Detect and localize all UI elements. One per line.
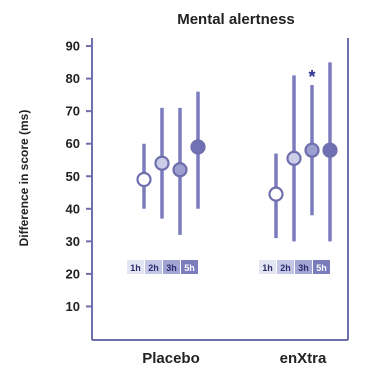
timepoint-box (181, 260, 198, 274)
y-tick-label: 60 (66, 136, 80, 151)
timepoint-label: 1h (130, 263, 141, 273)
timepoint-label: 3h (298, 263, 309, 273)
data-point (304, 142, 320, 158)
data-point (172, 162, 188, 178)
timepoint-box (313, 260, 330, 274)
y-tick-label: 30 (66, 234, 80, 249)
timepoint-box (259, 260, 276, 274)
timepoint-label: 5h (184, 263, 195, 273)
y-tick-label: 40 (66, 201, 80, 216)
timepoint-label: 2h (280, 263, 291, 273)
y-axis-label: Difference in score (ms) (17, 110, 31, 247)
significance-marker: * (308, 67, 315, 87)
y-tick-label: 50 (66, 169, 80, 184)
timepoint-box (127, 260, 144, 274)
timepoint-label: 1h (262, 263, 273, 273)
x-group-label: enXtra (280, 350, 327, 367)
timepoint-box (295, 260, 312, 274)
y-tick-label: 70 (66, 104, 80, 119)
timepoint-box (145, 260, 162, 274)
data-point (154, 155, 170, 171)
data-point (286, 150, 302, 166)
x-group-label: Placebo (142, 350, 200, 367)
y-tick-label: 10 (66, 299, 80, 314)
data-point (136, 171, 152, 188)
data-point (322, 142, 338, 158)
timepoint-label: 2h (148, 263, 159, 273)
data-point (190, 139, 206, 155)
chart-title: Mental alertness (177, 11, 295, 28)
data-point (268, 186, 284, 202)
timepoint-box (277, 260, 294, 274)
plot-area: 10 20 30 40 50 60 70 80 90 1h 2h 3h 5h Placebo 1h 2h 3h 5… (66, 38, 349, 367)
y-tick-label: 20 (66, 266, 80, 281)
y-tick-label: 90 (66, 39, 80, 54)
timepoint-label: 3h (166, 263, 177, 273)
timepoint-label: 5h (316, 263, 327, 273)
y-tick-label: 80 (66, 71, 80, 86)
timepoint-box (163, 260, 180, 274)
